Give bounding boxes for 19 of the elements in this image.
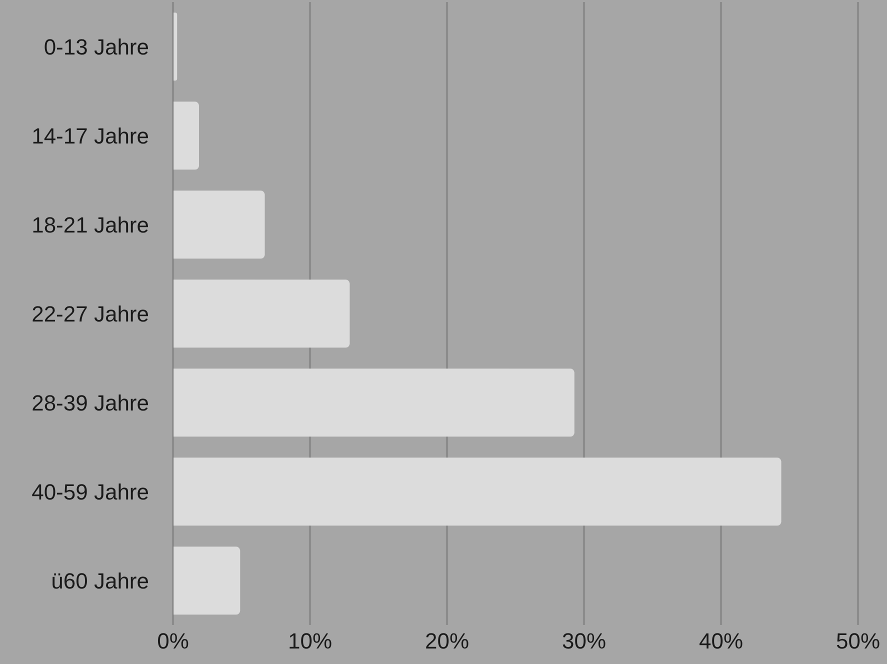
y-tick-label: 40-59 Jahre	[32, 479, 149, 504]
x-tick-label: 40%	[698, 628, 744, 654]
bar	[173, 546, 240, 615]
bar	[173, 190, 265, 259]
y-tick-label: 0-13 Jahre	[44, 34, 149, 60]
x-tick-label: 30%	[562, 628, 606, 654]
bar	[173, 280, 350, 348]
y-tick-label: 18-21 Jahre	[32, 212, 149, 238]
y-tick-label: 28-39 Jahre	[32, 390, 149, 416]
x-tick-label: 10%	[288, 628, 332, 654]
bar	[173, 102, 200, 170]
y-tick-label: 22-27 Jahre	[32, 301, 149, 326]
x-tick-label: 0%	[157, 628, 189, 654]
y-tick-label: ü60 Jahre	[51, 568, 149, 594]
x-tick-label: 20%	[424, 628, 470, 654]
bar	[173, 458, 782, 526]
bar	[173, 368, 574, 437]
x-tick-label: 50%	[836, 628, 880, 654]
y-tick-label: 14-17 Jahre	[32, 123, 149, 148]
